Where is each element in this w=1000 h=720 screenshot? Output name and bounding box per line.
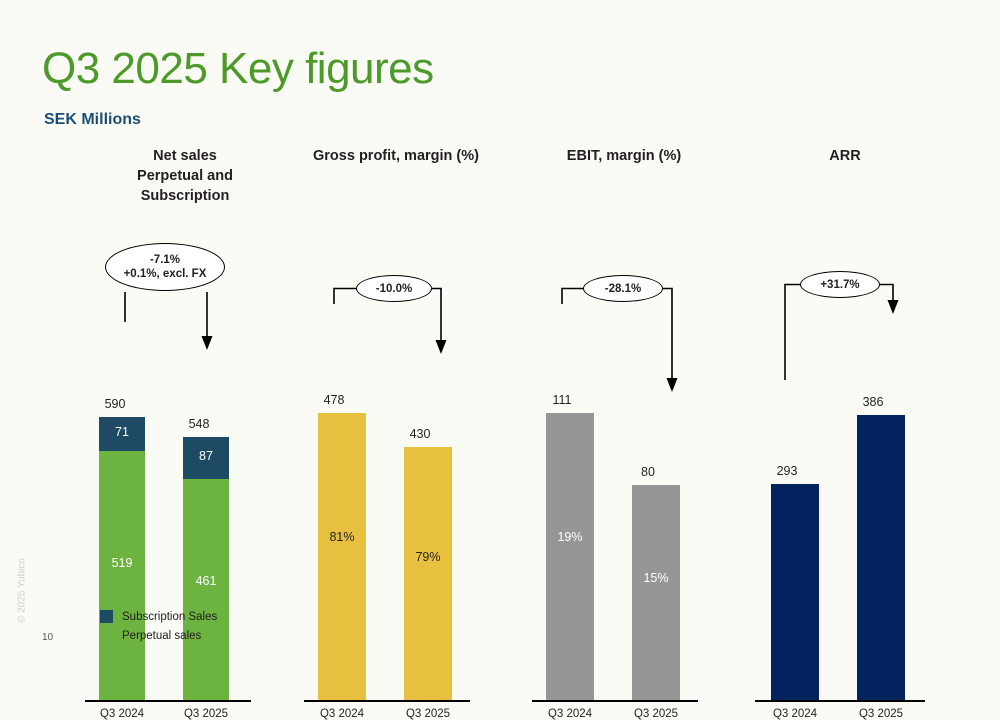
chart-net-sales: Net sales Perpetual and Subscription -7.…	[85, 140, 285, 720]
plot-area-net-sales: 590 71 519 548 87 461 Q3 2024	[85, 235, 285, 720]
bar-q3-2025: 79%	[404, 447, 452, 700]
plot-area-ebit: 111 19% 80 15% Q3 2024 Q3 2025	[524, 235, 724, 720]
category-label: Q3 2025	[183, 708, 229, 720]
bar-total-label: 548	[188, 417, 210, 431]
callout-connector-net-sales	[124, 292, 213, 350]
bar-value-label: 478	[323, 393, 345, 407]
bar-segment-subscription: 87	[183, 437, 229, 479]
bar-q3-2024: 81%	[318, 413, 366, 700]
bar-inner-label: 19%	[557, 530, 583, 544]
chart-title-line: ARR	[829, 148, 861, 164]
bar-q3-2024	[771, 484, 819, 700]
chart-ebit: EBIT, margin (%) -28.1% 111 19% 80 15% Q…	[524, 140, 724, 720]
plot-area-arr: 293 386 Q3 2024 Q3 2025	[745, 235, 945, 720]
chart-title-line: Perpetual and	[137, 168, 233, 184]
page-subtitle: SEK Millions	[44, 111, 141, 128]
callout-ebit: -28.1%	[583, 275, 663, 302]
bar-q3-2024: 71 519	[99, 417, 145, 700]
category-label: Q3 2025	[405, 708, 451, 720]
bar-value-label: 293	[776, 464, 798, 478]
bar-segment-subscription: 71	[99, 417, 145, 451]
page-title: Q3 2025 Key figures	[42, 44, 434, 93]
bar-value-label: 386	[862, 395, 884, 409]
chart-baseline	[304, 700, 470, 702]
bar-q3-2025: 15%	[632, 485, 680, 700]
legend-label: Subscription Sales	[122, 610, 218, 623]
legend-label: Perpetual sales	[122, 629, 202, 642]
callout-line: +31.7%	[820, 278, 860, 291]
bar-total-label: 590	[104, 397, 126, 411]
plot-area-gross-profit: 478 81% 430 79% Q3 2024 Q3 2025	[296, 235, 496, 720]
bar-segment-perpetual: 461	[183, 479, 229, 700]
callout-line: -28.1%	[604, 282, 642, 295]
bar-inner-label: 81%	[329, 530, 355, 544]
page-number: 10	[42, 632, 54, 643]
slide-canvas: Q3 2025 Key figures SEK Millions Net sal…	[16, 44, 945, 720]
bar-inner-label: 79%	[415, 550, 441, 564]
bar-value-label: 111	[552, 393, 572, 407]
chart-title-line: Gross profit, margin (%)	[313, 148, 479, 164]
bar-segment-label: 461	[195, 574, 217, 588]
chart-gross-profit: Gross profit, margin (%) -10.0% 478 81% …	[296, 140, 496, 720]
bar-segment-label: 87	[199, 449, 213, 463]
legend-item-subscription: Subscription Sales	[100, 607, 217, 626]
legend-swatch-icon	[100, 629, 113, 642]
category-label: Q3 2024	[319, 708, 365, 720]
category-label: Q3 2025	[633, 708, 679, 720]
category-label: Q3 2025	[858, 708, 904, 720]
chart-title-net-sales: Net sales Perpetual and Subscription	[85, 146, 285, 206]
callout-line: -10.0%	[375, 282, 413, 295]
bar-value-label: 80	[641, 465, 655, 479]
bar-q3-2025: 87 461	[183, 437, 229, 700]
legend-swatch-icon	[100, 610, 113, 623]
chart-title-arr: ARR	[745, 146, 945, 166]
legend-item-perpetual: Perpetual sales	[100, 626, 217, 645]
bar-inner-label: 15%	[643, 571, 669, 585]
chart-baseline	[755, 700, 925, 702]
bar-q3-2025	[857, 415, 905, 700]
callout-line: +0.1%, excl. FX	[123, 268, 207, 280]
category-label: Q3 2024	[772, 708, 818, 720]
bar-segment-label: 71	[115, 425, 129, 439]
chart-title-line: EBIT, margin (%)	[566, 148, 682, 164]
callout-gross-profit: -10.0%	[356, 275, 432, 302]
chart-title-line: Net sales	[153, 148, 217, 164]
chart-legend: Subscription Sales Perpetual sales	[100, 607, 217, 645]
callout-connector-arr	[784, 283, 899, 380]
callout-line: -7.1%	[149, 254, 181, 266]
callout-connector-ebit	[561, 287, 678, 392]
callout-arr: +31.7%	[800, 271, 880, 298]
copyright-notice: © 2025 Yubico	[16, 558, 28, 624]
bar-q3-2024: 19%	[546, 413, 594, 700]
chart-arr: ARR +31.7% 293 386 Q3 2024 Q3 2025	[745, 140, 945, 720]
category-label: Q3 2024	[547, 708, 593, 720]
callout-net-sales: -7.1% +0.1%, excl. FX	[105, 243, 225, 291]
bar-segment-label: 519	[111, 556, 133, 570]
chart-title-gross-profit: Gross profit, margin (%)	[296, 146, 496, 166]
bar-value-label: 430	[409, 427, 431, 441]
chart-baseline	[85, 700, 251, 702]
chart-title-line: Subscription	[140, 188, 230, 204]
bar-segment-perpetual: 519	[99, 451, 145, 700]
chart-baseline	[532, 700, 698, 702]
callout-connector-gross-profit	[333, 287, 447, 354]
category-label: Q3 2024	[99, 708, 145, 720]
chart-title-ebit: EBIT, margin (%)	[524, 146, 724, 166]
